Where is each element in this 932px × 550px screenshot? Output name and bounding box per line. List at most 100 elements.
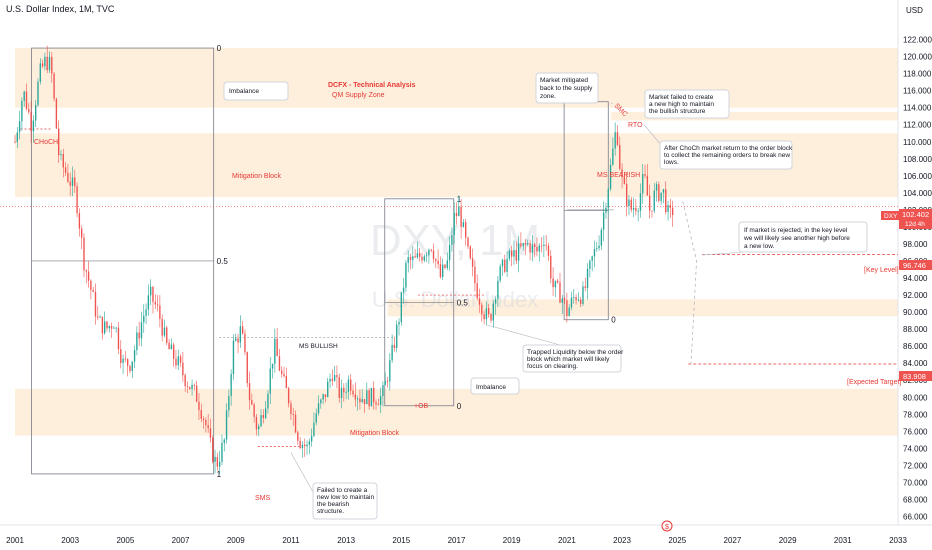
y-tick-26[interactable]: 70.000 bbox=[903, 478, 928, 487]
x-tick-16[interactable]: 2033 bbox=[889, 536, 907, 545]
x-tick-4[interactable]: 2009 bbox=[227, 536, 245, 545]
callout-trapped-line1: Trapped Liquidity below the order bbox=[527, 349, 624, 356]
candle-body-252 bbox=[593, 249, 596, 257]
x-tick-0[interactable]: 2001 bbox=[6, 536, 24, 545]
x-tick-7[interactable]: 2015 bbox=[392, 536, 410, 545]
candle-body-190 bbox=[451, 235, 453, 245]
candle-body-162 bbox=[386, 380, 389, 382]
y-tick-1[interactable]: 120.000 bbox=[903, 53, 932, 62]
candle-body-38 bbox=[101, 316, 104, 334]
candle-body-93 bbox=[228, 396, 230, 411]
candle-body-142 bbox=[340, 387, 343, 399]
y-tick-7[interactable]: 108.000 bbox=[903, 155, 932, 164]
x-tick-3[interactable]: 2007 bbox=[172, 536, 190, 545]
y-tick-22[interactable]: 78.000 bbox=[903, 410, 928, 419]
candle-body-31 bbox=[85, 270, 87, 272]
y-tick-8[interactable]: 106.000 bbox=[903, 172, 932, 181]
x-tick-8[interactable]: 2017 bbox=[448, 536, 466, 545]
candle-body-90 bbox=[221, 442, 223, 462]
y-tick-21[interactable]: 80.000 bbox=[903, 393, 928, 402]
x-tick-11[interactable]: 2023 bbox=[613, 536, 631, 545]
candle-body-82 bbox=[202, 418, 205, 421]
svg-text:the bullish structure: the bullish structure bbox=[649, 108, 706, 115]
candle-body-71 bbox=[177, 356, 179, 366]
candle-body-186 bbox=[442, 264, 444, 278]
y-tick-14[interactable]: 94.000 bbox=[903, 274, 928, 283]
y-tick-24[interactable]: 74.000 bbox=[903, 444, 928, 453]
candle-body-223 bbox=[527, 243, 529, 245]
svg-text:the bearish: the bearish bbox=[317, 501, 350, 508]
x-tick-1[interactable]: 2003 bbox=[61, 536, 79, 545]
candle-body-4 bbox=[23, 91, 25, 101]
candle-body-128 bbox=[308, 441, 311, 445]
x-tick-9[interactable]: 2019 bbox=[503, 536, 521, 545]
x-tick-2[interactable]: 2005 bbox=[116, 536, 134, 545]
x-tick-14[interactable]: 2029 bbox=[779, 536, 797, 545]
y-tick-18[interactable]: 86.000 bbox=[903, 342, 928, 351]
price-axis[interactable]: 122.000 120.000 118.000 116.000 114.000 112.0… bbox=[903, 36, 932, 522]
candle-body-160 bbox=[382, 385, 384, 397]
candle-body-257 bbox=[605, 207, 607, 213]
y-tick-28[interactable]: 66.000 bbox=[903, 512, 928, 521]
y-tick-23[interactable]: 76.000 bbox=[903, 427, 928, 436]
y-tick-19[interactable]: 84.000 bbox=[903, 359, 928, 368]
time-axis[interactable]: 2001 2003 2005 2007 2009 2011 2013 2015 2017 2019… bbox=[6, 536, 907, 545]
candle-body-2 bbox=[18, 121, 21, 133]
y-tick-16[interactable]: 90.000 bbox=[903, 308, 928, 317]
y-tick-6[interactable]: 110.000 bbox=[903, 138, 932, 147]
fib-box-top-label-0: 0 bbox=[217, 44, 222, 53]
y-tick-15[interactable]: 92.000 bbox=[903, 291, 928, 300]
candle-body-166 bbox=[396, 324, 398, 348]
x-tick-6[interactable]: 2013 bbox=[337, 536, 355, 545]
y-tick-25[interactable]: 72.000 bbox=[903, 461, 928, 470]
candle-body-70 bbox=[175, 358, 177, 366]
callout-imbalance-mid-text: Imbalance bbox=[476, 384, 506, 391]
y-tick-9[interactable]: 104.000 bbox=[903, 189, 932, 198]
y-tick-5[interactable]: 112.000 bbox=[903, 121, 932, 130]
y-tick-2[interactable]: 118.000 bbox=[903, 70, 932, 79]
svg-text:Market failed to create: Market failed to create bbox=[649, 94, 714, 101]
y-tick-27[interactable]: 68.000 bbox=[903, 495, 928, 504]
svg-text:$: $ bbox=[665, 524, 669, 531]
key-level-badge: 96.746 bbox=[899, 260, 932, 270]
y-tick-3[interactable]: 116.000 bbox=[903, 87, 932, 96]
candle-body-105 bbox=[255, 416, 258, 430]
candle-body-261 bbox=[614, 132, 616, 149]
candle-body-12 bbox=[41, 63, 44, 67]
x-tick-5[interactable]: 2011 bbox=[282, 536, 300, 545]
y-tick-4[interactable]: 114.000 bbox=[903, 104, 932, 113]
callout-failed-low-line1: Failed to create a bbox=[317, 487, 368, 494]
y-tick-12[interactable]: 98.000 bbox=[903, 240, 928, 249]
callout-choch-return-line1: After ChoCh market return to the order b… bbox=[664, 145, 793, 152]
candle-body-62 bbox=[156, 304, 159, 306]
candle-body-18 bbox=[55, 98, 58, 129]
callout-rejected-line2: we will likely see another high before bbox=[743, 235, 850, 242]
candle-body-139 bbox=[333, 375, 336, 381]
candle-body-282 bbox=[662, 189, 665, 193]
candle-body-271 bbox=[637, 210, 639, 212]
candle-body-216 bbox=[510, 250, 513, 257]
candle-body-98 bbox=[239, 326, 242, 343]
callout-choch-return-line2: to collect the remaining orders to break… bbox=[664, 152, 790, 159]
candle-body-88 bbox=[216, 456, 219, 467]
svg-text:Trapped Liquidity below the or: Trapped Liquidity below the order bbox=[527, 349, 624, 356]
candle-body-60 bbox=[152, 286, 154, 302]
candle-body-205 bbox=[485, 308, 488, 320]
x-tick-12[interactable]: 2025 bbox=[668, 536, 686, 545]
candle-body-10 bbox=[37, 81, 39, 105]
y-tick-17[interactable]: 88.000 bbox=[903, 325, 928, 334]
candle-body-268 bbox=[630, 199, 632, 210]
y-tick-0[interactable]: 122.000 bbox=[903, 36, 932, 45]
fib-box-bottom-label-0: 1 bbox=[217, 470, 222, 479]
candle-body-5 bbox=[25, 91, 28, 109]
x-tick-15[interactable]: 2031 bbox=[834, 536, 852, 545]
candle-body-210 bbox=[497, 280, 499, 300]
x-tick-13[interactable]: 2027 bbox=[724, 536, 742, 545]
candle-body-217 bbox=[513, 250, 515, 257]
candle-body-164 bbox=[391, 344, 393, 361]
event-marker-icon[interactable]: $ bbox=[661, 520, 673, 532]
x-tick-10[interactable]: 2021 bbox=[558, 536, 576, 545]
candle-body-259 bbox=[609, 164, 612, 190]
fib-box-mid-label-0: 0.5 bbox=[217, 257, 229, 266]
